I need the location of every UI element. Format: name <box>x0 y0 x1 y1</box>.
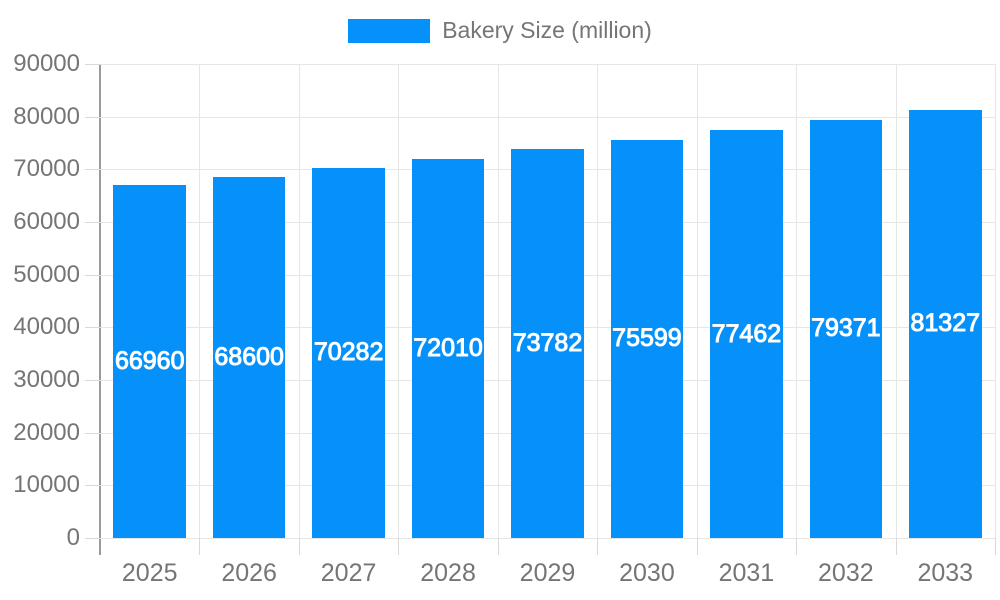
y-axis-tick <box>85 485 100 487</box>
bar-value-label: 81327 <box>910 309 981 338</box>
x-gridline <box>995 64 996 538</box>
bar-value-label: 68600 <box>214 342 285 371</box>
y-axis-tick <box>85 169 100 171</box>
x-axis-tick <box>497 538 499 555</box>
bar[interactable]: 77462 <box>710 130 783 538</box>
y-gridline <box>100 64 995 65</box>
x-axis-tick <box>895 538 897 555</box>
bar[interactable]: 79371 <box>809 119 883 538</box>
bar-value-label: 77462 <box>711 319 782 348</box>
bar-value-label: 75599 <box>612 324 683 353</box>
x-tick-label: 2029 <box>519 559 576 587</box>
y-tick-label: 70000 <box>13 155 80 183</box>
legend: Bakery Size (million) <box>0 17 1000 44</box>
x-tick-label: 2033 <box>917 559 974 587</box>
x-axis-tick <box>796 538 798 555</box>
x-gridline <box>796 64 798 538</box>
x-axis-tick <box>398 538 400 555</box>
y-axis-tick <box>85 274 100 276</box>
y-gridline <box>100 116 995 118</box>
x-gridline <box>696 64 698 538</box>
plot-area: 66960 68600 70282 72010 73782 75599 77462 79371… <box>100 64 996 539</box>
legend-swatch <box>348 18 431 43</box>
y-tick-label: 40000 <box>13 313 80 341</box>
y-gridline <box>100 538 995 539</box>
x-gridline <box>398 64 400 538</box>
y-tick-label: 30000 <box>13 366 80 393</box>
bar[interactable]: 70282 <box>312 167 385 538</box>
x-gridline <box>497 64 499 538</box>
x-axis-tick <box>199 538 201 555</box>
bar-value-label: 79371 <box>811 314 882 343</box>
bar-value-label: 66960 <box>114 347 185 376</box>
x-axis-tick <box>696 538 698 555</box>
x-gridline <box>895 64 897 538</box>
bar[interactable]: 68600 <box>212 176 286 538</box>
bar[interactable]: 75599 <box>610 139 684 538</box>
x-tick-label: 2027 <box>320 559 377 587</box>
legend-label: Bakery Size (million) <box>442 17 652 43</box>
bar-value-label: 73782 <box>512 329 583 358</box>
bar-value-label: 72010 <box>413 333 484 362</box>
x-gridline <box>597 64 599 538</box>
x-tick-label: 2031 <box>718 559 775 587</box>
bar[interactable]: 73782 <box>511 149 584 538</box>
x-axis-tick <box>995 538 996 555</box>
bar-value-label: 70282 <box>313 338 384 367</box>
y-axis-tick <box>85 432 100 434</box>
x-axis-tick <box>298 538 300 555</box>
y-tick-label: 60000 <box>13 208 80 235</box>
y-tick-label: 90000 <box>13 50 80 77</box>
y-axis-tick <box>85 327 100 329</box>
y-axis-tick <box>85 538 100 539</box>
y-axis-tick <box>85 116 100 118</box>
x-tick-label: 2032 <box>818 559 874 587</box>
legend-item-bakery-size[interactable]: Bakery Size (million) <box>348 17 652 44</box>
y-tick-label: 80000 <box>13 102 80 130</box>
x-axis-tick <box>597 538 599 555</box>
y-axis-tick <box>85 380 100 381</box>
bar[interactable]: 72010 <box>411 158 485 538</box>
x-tick-label: 2025 <box>121 559 178 587</box>
x-tick-label: 2028 <box>420 559 476 587</box>
y-tick-label: 10000 <box>13 471 80 499</box>
y-tick-label: 50000 <box>13 260 80 288</box>
y-axis-line <box>99 64 101 555</box>
y-axis-tick <box>85 64 100 65</box>
x-tick-label: 2026 <box>221 559 277 587</box>
y-tick-label: 20000 <box>13 418 80 446</box>
y-axis-tick <box>85 222 100 223</box>
x-gridline <box>298 64 300 538</box>
bar[interactable]: 81327 <box>908 109 982 538</box>
x-tick-label: 2030 <box>619 559 675 587</box>
x-gridline <box>199 64 201 538</box>
y-tick-label: 0 <box>66 524 80 551</box>
bar[interactable]: 66960 <box>113 185 187 538</box>
